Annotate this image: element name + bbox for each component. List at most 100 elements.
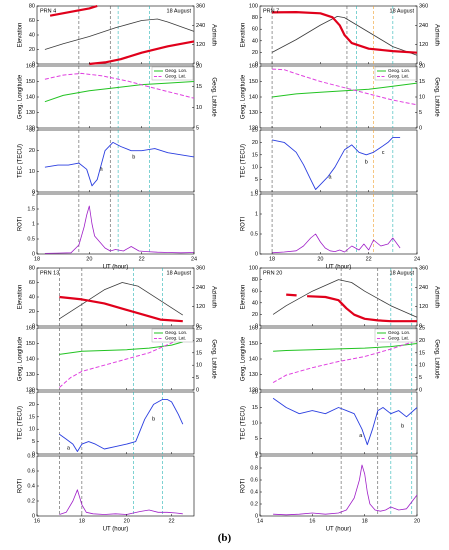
figure-label: (b) <box>217 532 232 544</box>
panel-prn7-lat-y-tick-label: 20 <box>419 63 425 69</box>
panel-prn13-elevation-y-tick-label: 0 <box>32 323 35 329</box>
panel-prn13-lat-y-tick-label: 25 <box>196 325 202 331</box>
panel-prn13-lat-y-tick-label: 5 <box>196 375 199 381</box>
panel-prn13-tec-y-tick-label: 25 <box>29 389 35 395</box>
panel-prn4-prn-label: PRN 4 <box>40 8 56 14</box>
panel-prn7-elevation-y-tick-label: 60 <box>252 27 258 33</box>
panel-prn7-tec-annotation-a: a <box>329 175 333 181</box>
panel-prn4-roti-y-tick-label: 2 <box>32 191 35 197</box>
panel-prn4-roti-y-tick-label: 1 <box>32 221 35 227</box>
panel-prn13-lon-line <box>59 341 183 355</box>
panel-prn7-lon-y-tick-label: 150 <box>249 79 258 85</box>
panel-prn4-tec-y-tick-label: 0 <box>32 189 35 195</box>
panel-prn7-legend-lon-label: Geog. Lon. <box>388 68 410 73</box>
panel-prn20-tec-line <box>272 397 418 446</box>
panel-prn20-lat-y-tick-label: 25 <box>419 325 425 331</box>
panel-prn4-roti-y-tick-label: 0.5 <box>27 236 35 242</box>
panel-prn20-lat-y-tick-label: 20 <box>419 338 425 344</box>
panel-prn20-lat-y-tick-label: 10 <box>419 363 425 369</box>
panel-prn7-roti-y-tick-label: 0 <box>255 251 258 257</box>
panel-prn4-lon-y-tick-label: 140 <box>26 94 35 100</box>
panel-prn4-lat-y-tick-label: 15 <box>196 84 202 90</box>
panel-prn13-azimuth-y-tick-label: 120 <box>196 304 205 310</box>
panel-prn4-azimuth-y-tick-label: 120 <box>196 42 205 48</box>
panel-prn13-lat-y-tick-label: 0 <box>196 387 199 393</box>
panel-prn4-azimuth-line-0 <box>49 4 98 17</box>
panel-prn20-tec-y-tick-label: 20 <box>252 389 258 395</box>
panel-prn4-lat-line <box>44 72 195 99</box>
panel-prn13-elevation-line <box>59 282 184 320</box>
panel-prn20-lon-axis-label: Geog. Longitude <box>241 336 247 381</box>
panel-prn7-lat-axis-label: Geog. Latitude <box>433 77 439 117</box>
panel-prn20-elevation-y-tick-label: 80 <box>252 277 258 283</box>
panel-prn13-tec-annotation-a: a <box>67 445 71 451</box>
panel-prn20-roti-y-tick-label: 0.2 <box>250 501 258 507</box>
panel-prn13-roti-xtick-label: 16 <box>34 518 40 524</box>
panel-prn4-roti-axis-label: ROTI <box>18 217 24 232</box>
panel-prn4-roti-y-tick-label: 0 <box>32 251 35 257</box>
panel-prn20-azimuth-y-tick-label: 0 <box>419 323 422 329</box>
panel-prn4-tec-frame <box>36 129 195 193</box>
panel-prn4-roti-xtick-label: 18 <box>34 256 40 262</box>
panel-prn4-lon-y-tick-label: 120 <box>26 125 35 131</box>
panel-prn20-x-axis-label: UT (hour) <box>326 527 352 532</box>
panel-prn4-date-label: 18 August <box>167 8 192 14</box>
panel-prn13-tec-annotation-b: b <box>152 417 155 423</box>
panel-prn7-lat-y-tick-label: 15 <box>419 79 425 85</box>
panel-prn7-elevation-y-tick-label: 100 <box>249 3 258 9</box>
panel-prn20-lat-y-tick-label: 5 <box>419 375 422 381</box>
panel-prn4-azimuth-axis-label: Azimuth <box>210 24 216 46</box>
panel-prn20-azimuth-y-tick-label: 360 <box>419 265 428 271</box>
panel-prn4-legend-lat-label: Geog. Lat. <box>165 74 186 79</box>
panel-prn7-azimuth-y-tick-label: 120 <box>419 42 428 48</box>
panel-prn20-azimuth-y-tick-label: 120 <box>419 304 428 310</box>
panel-prn7-lat-y-tick-label: 5 <box>419 110 422 116</box>
panel-prn13-prn-label: PRN 13 <box>40 270 59 276</box>
panel-prn4-tec-annotation-b: b <box>132 154 135 160</box>
panel-prn13-tec-line <box>59 398 184 452</box>
panel-prn20-lon-y-tick-label: 150 <box>249 341 258 347</box>
panel-prn13-elevation-y-tick-label: 60 <box>29 280 35 286</box>
panel-prn4-tec-annotation-a: a <box>100 167 104 173</box>
panel-prn20-lon-y-tick-label: 140 <box>249 356 258 362</box>
panel-prn4-lat-axis-label: Geog. Latitude <box>210 77 216 117</box>
panel-prn13-tec-y-tick-label: 15 <box>29 414 35 420</box>
panel-prn7-elevation-y-tick-label: 20 <box>252 50 258 56</box>
panel-prn13-x-axis-label: UT (hour) <box>103 527 129 532</box>
panel-prn7-lon-axis-label: Geog. Longitude <box>241 74 247 119</box>
panel-prn20-date-label: 18 August <box>390 270 415 276</box>
panel-prn4-lon-y-tick-label: 150 <box>26 79 35 85</box>
panel-prn13-lon-axis-label: Geog. Longitude <box>18 336 24 381</box>
panel-prn7-elevation-frame <box>259 5 418 65</box>
panel-prn7-tec-frame <box>259 129 418 193</box>
panel-prn13-lon-y-tick-label: 130 <box>26 372 35 378</box>
panel-prn13-azimuth-y-tick-label: 0 <box>196 323 199 329</box>
panel-prn20-elevation-line <box>272 279 418 318</box>
panel-prn4-roti-frame <box>36 193 195 255</box>
panel-prn4-x-axis-label: UT (hour) <box>103 265 129 271</box>
panel-prn20-elevation-axis-label: Elevation <box>241 285 247 310</box>
panel-prn7-lon-y-tick-label: 130 <box>249 110 258 116</box>
panel-prn13-lon-y-tick-label: 120 <box>26 387 35 393</box>
panel-prn20-azimuth-line-0 <box>286 293 297 297</box>
panel-prn20-prn-label: PRN 20 <box>263 270 282 276</box>
panel-prn4-roti-line <box>44 205 195 254</box>
panel-prn4-azimuth-line-1 <box>89 40 195 66</box>
panel-prn20-tec-annotation-b: b <box>401 424 404 430</box>
panel-prn13-elevation-y-tick-label: 80 <box>29 265 35 271</box>
panel-prn13-azimuth-axis-label: Azimuth <box>210 286 216 308</box>
panel-prn7-elevation-y-tick-label: 40 <box>252 38 258 44</box>
panel-prn7-roti-xtick-label: 24 <box>414 256 420 262</box>
panel-prn13-azimuth-line-0 <box>59 295 183 323</box>
panel-prn20-elevation-y-tick-label: 100 <box>249 265 258 271</box>
panel-prn7-lon-y-tick-label: 140 <box>249 94 258 100</box>
panel-prn13-roti-axis-label: ROTI <box>18 479 24 494</box>
panel-prn13-lat-y-tick-label: 20 <box>196 338 202 344</box>
panel-prn4-tec-y-tick-label: 20 <box>29 148 35 154</box>
panel-prn20-azimuth-line-1 <box>307 295 417 323</box>
panel-prn13-elevation-y-tick-label: 40 <box>29 294 35 300</box>
panel-prn13-roti-y-tick-label: 0.6 <box>27 468 35 474</box>
panel-prn20-legend-box <box>374 328 417 343</box>
panel-prn20-roti-y-tick-label: 0.8 <box>250 465 258 471</box>
panel-prn7-lat-line <box>272 68 418 106</box>
